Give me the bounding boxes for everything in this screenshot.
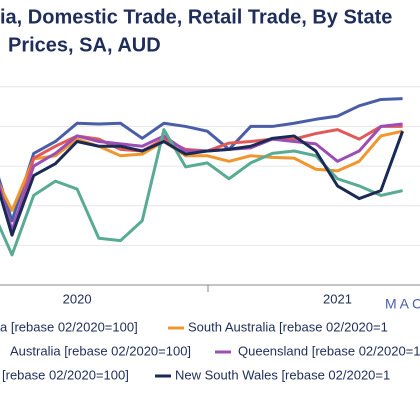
legend-label: Australia [rebase 02/2020=100] xyxy=(10,343,191,358)
legend-label: South Australia [rebase 02/2020=1 xyxy=(188,319,388,334)
x-tick-label: 2021 xyxy=(323,291,352,306)
series-line xyxy=(0,128,403,257)
series-line xyxy=(0,122,403,232)
chart-title: ia, Domestic Trade, Retail Trade, By Sta… xyxy=(0,6,392,28)
series-line xyxy=(0,130,405,237)
x-tick-label: 2020 xyxy=(63,291,92,306)
legend-label: Queensland [rebase 02/2020=1 xyxy=(238,343,420,358)
series-line xyxy=(0,97,403,223)
legend-label: a [rebase 02/2020=100] xyxy=(0,319,138,334)
legend-label: [rebase 02/2020=100] xyxy=(2,367,129,382)
legend-label: New South Wales [rebase 02/2020=1 xyxy=(175,367,390,382)
watermark: MAC xyxy=(385,296,420,312)
series-line xyxy=(0,129,403,212)
chart-title: Prices, SA, AUD xyxy=(8,34,161,56)
